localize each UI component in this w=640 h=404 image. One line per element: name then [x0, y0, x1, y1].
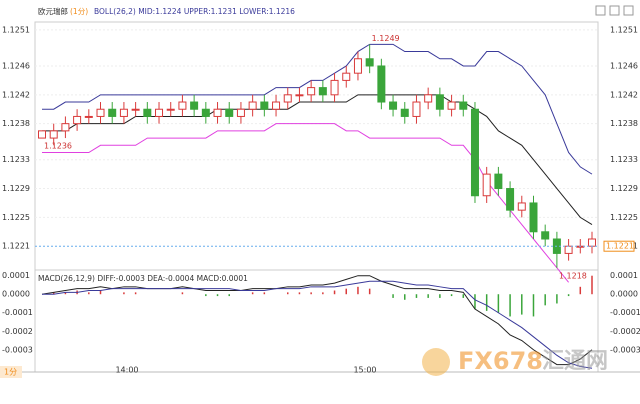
y-tick-label: -0.0002 [610, 327, 640, 336]
candle-body [342, 72, 351, 81]
candle-body [283, 94, 292, 103]
y-tick-label: 1.1242 [2, 90, 30, 99]
candle-body [482, 173, 491, 197]
y-tick-label: 1.1233 [2, 155, 30, 164]
candle-body [213, 108, 222, 117]
y-tick-label: 1.1246 [610, 61, 638, 70]
x-tick-label: 15:00 [353, 366, 376, 375]
macd-label: MACD(26,12,9) DIFF:-0.0003 DEA:-0.0004 M… [38, 274, 248, 283]
boll-label: BOLL(26,2) MID:1.1224 UPPER:1.1231 LOWER… [94, 7, 295, 16]
y-tick-label: 1.1251 [610, 25, 638, 34]
icon[interactable] [623, 5, 634, 16]
candle-body [447, 101, 456, 110]
candle-body [190, 101, 199, 110]
candle-body [155, 108, 164, 117]
candle-body [236, 108, 245, 117]
candle-body [529, 202, 538, 233]
y-tick-label: -0.0001 [610, 308, 640, 317]
candle-body [494, 173, 503, 190]
y-tick-label: 0.0000 [2, 290, 30, 299]
candle-body [84, 115, 93, 118]
candle-body [108, 108, 117, 117]
candle-body [307, 87, 316, 96]
tab-label[interactable]: 1分 [4, 368, 17, 377]
macd-line [42, 280, 593, 369]
candle-body [225, 108, 234, 117]
watermark: FX678 [458, 347, 543, 375]
candle-body [96, 108, 105, 117]
candle-body [330, 79, 339, 96]
last-price-label: 1.1221 [606, 242, 634, 251]
y-tick-label: 1.1229 [610, 184, 638, 193]
icon[interactable] [595, 5, 606, 16]
candle-body [295, 94, 304, 97]
price-annotation: 1.1236 [44, 142, 72, 151]
y-tick-label: 1.1225 [2, 213, 30, 222]
y-tick-label: 1.1246 [2, 61, 30, 70]
candle-body [400, 108, 409, 117]
y-tick-label: -0.0002 [2, 327, 33, 336]
candle-body [517, 202, 526, 211]
candle-body [260, 101, 269, 110]
y-tick-label: 1.1225 [610, 213, 638, 222]
watermark-logo [422, 348, 450, 376]
candle-body [73, 115, 82, 125]
candle-body [353, 58, 362, 74]
candle-body [424, 94, 433, 103]
y-tick-label: 0.0001 [2, 271, 30, 280]
watermark: 汇通网 [542, 349, 608, 374]
candle-body [143, 108, 152, 117]
x-tick-label: 14:00 [115, 366, 138, 375]
y-tick-label: 1.1251 [2, 25, 30, 34]
candle-body [588, 238, 596, 247]
y-tick-label: 0.0000 [610, 290, 638, 299]
candle-body [61, 123, 70, 132]
candle-body [201, 108, 210, 117]
candle-body [506, 188, 515, 211]
price-annotation: 1.1218 [559, 271, 587, 280]
y-tick-label: 1.1238 [2, 119, 30, 128]
candle-body [49, 130, 58, 139]
symbol: 欧元瑞郎 [38, 6, 68, 16]
price-annotation: 1.1249 [372, 34, 400, 43]
y-tick-label: 0.0001 [610, 271, 638, 280]
y-tick-label: -0.0001 [2, 308, 33, 317]
candle-body [119, 108, 128, 117]
tab[interactable] [0, 366, 22, 378]
candle-body [131, 108, 140, 111]
y-tick-label: 1.1238 [610, 119, 638, 128]
y-tick-label: 1.1221 [2, 242, 30, 251]
band-line [42, 123, 569, 283]
y-tick-label: -0.0003 [610, 345, 640, 354]
candle-body [166, 108, 175, 111]
candle-body [541, 231, 550, 240]
candle-body [459, 101, 468, 110]
band-line [42, 43, 593, 175]
candle-body [38, 130, 46, 139]
candle-body [470, 108, 479, 197]
candle-body [377, 65, 386, 103]
y-tick-label: 1.1233 [610, 155, 638, 164]
candle-body [248, 101, 257, 110]
candle-body [564, 245, 573, 254]
macd-line [41, 275, 593, 366]
y-tick-label: 1.1242 [610, 90, 638, 99]
candle-body [272, 101, 281, 110]
candle-body [412, 101, 421, 117]
y-tick-label: -0.0003 [2, 345, 33, 354]
y-tick-label: 1.1229 [2, 184, 30, 193]
icon[interactable] [609, 5, 620, 16]
band-line [42, 94, 593, 226]
candle-body [389, 101, 398, 110]
candle-body [318, 87, 327, 96]
candle-body [178, 101, 187, 110]
candle-body [435, 94, 444, 110]
last-price-tag [603, 240, 635, 252]
period: (1分) [70, 7, 88, 16]
candle-body [365, 58, 374, 67]
